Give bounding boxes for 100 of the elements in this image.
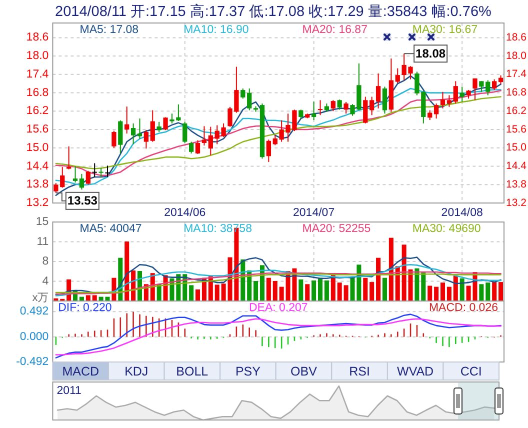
bar [272,280,278,301]
category-label: MACD [62,364,99,378]
y-tick-label: 0.000 [20,330,49,343]
candlestick [72,166,78,183]
bar [428,286,432,301]
line-series [55,75,502,196]
candlestick [163,116,168,131]
text: MA5: 17.08 [80,24,139,36]
bar [266,278,271,301]
bar [388,238,394,301]
candlestick [363,96,368,124]
y-tick-label: 4 [42,275,50,288]
category-label: KDJ [124,364,148,378]
bar [279,286,284,301]
bar [453,276,458,301]
y-tick-label: 0.492 [20,306,49,318]
bar [492,282,497,301]
text: MA30: 16.67 [412,24,478,36]
y2-tick-label: 16.8 [506,86,527,99]
candlestick [124,106,130,134]
candlestick [428,110,432,121]
candlestick [195,140,200,155]
candlestick [92,162,97,178]
text: DIF: 0.220 [58,302,112,314]
y-tick-label: 15.6 [26,124,49,136]
annotation: 18.08 [416,46,446,60]
y-tick-label: 17.4 [26,68,50,80]
bar [382,278,387,301]
candlestick [337,99,342,110]
candlestick [137,118,142,140]
candlestick [298,109,304,120]
candlestick [79,173,84,190]
text: MA30: 49690 [412,223,481,236]
candlestick [395,68,400,84]
series-label: DEA: 0.207 [249,302,308,314]
bar [324,280,329,301]
candlestick [382,86,388,114]
candlestick [118,120,123,154]
y-tick-label: 13.8 [26,178,49,191]
candlestick [240,88,246,100]
y2-tick-label: 15.6 [506,123,527,136]
bar [408,269,413,301]
candlestick [60,166,65,188]
y-tick-label: 8 [42,256,49,268]
x-tick-label: 2014/07 [293,207,335,220]
candlestick [156,121,162,132]
candlestick [86,170,90,186]
candlestick [144,130,149,150]
bar [414,268,420,301]
candlestick [330,100,336,112]
chart-title: 2014/08/11 开:17.15 高:17.37 低:17.08 收:17.29 量:35843 幅:0.76% [55,2,492,20]
bar [363,278,368,301]
category-label: RSI [349,364,370,378]
y2-tick-label: 15.0 [506,142,527,154]
category-label: WVAD [397,364,434,378]
bar [350,277,355,301]
y-tick-label: 18.0 [26,50,49,62]
line-series [55,256,502,296]
category-label: CCI [460,364,482,378]
bar [86,295,90,301]
bar [196,289,200,301]
bar [446,286,452,301]
candlestick [376,73,381,109]
candlestick [344,101,348,114]
y-tick-label: -0.492 [16,356,49,368]
annotation: 2011 [56,385,82,398]
y2-tick-label: 13.8 [506,178,527,190]
bar [344,285,348,301]
candlestick [492,78,497,91]
candlestick [105,165,110,178]
bar [370,282,374,301]
bar [486,282,490,301]
bar [305,284,310,301]
bar [254,280,258,301]
candlestick [434,103,439,120]
y2-tick-label: 18.0 [506,50,527,62]
series-label: MACD: 0.026 [428,302,498,314]
text: MA10: 16.90 [184,24,249,36]
candlestick [150,110,155,142]
bar [318,278,323,301]
candlestick [453,80,458,104]
bar [124,241,130,301]
y2-tick-label: 17.4 [506,68,527,80]
bar [434,286,439,301]
y-tick-label: 16.2 [26,105,49,118]
candlestick [98,167,104,178]
category-label: PSY [235,364,262,378]
category-label: BOLL [176,364,208,378]
y2-tick-label: 13.2 [506,196,527,209]
x-tick-label: 2014/06 [164,207,206,220]
candlestick [266,139,271,162]
text: MA5: 40047 [80,223,142,236]
y-tick-label: 11 [36,236,49,248]
candlestick [440,91,446,109]
candlestick [54,182,58,194]
bar [498,282,504,301]
bar [337,282,342,301]
text: MA20: 52255 [302,223,371,236]
y2-tick-label: 16.2 [506,104,527,117]
y-tick-label: 16.8 [26,86,49,99]
